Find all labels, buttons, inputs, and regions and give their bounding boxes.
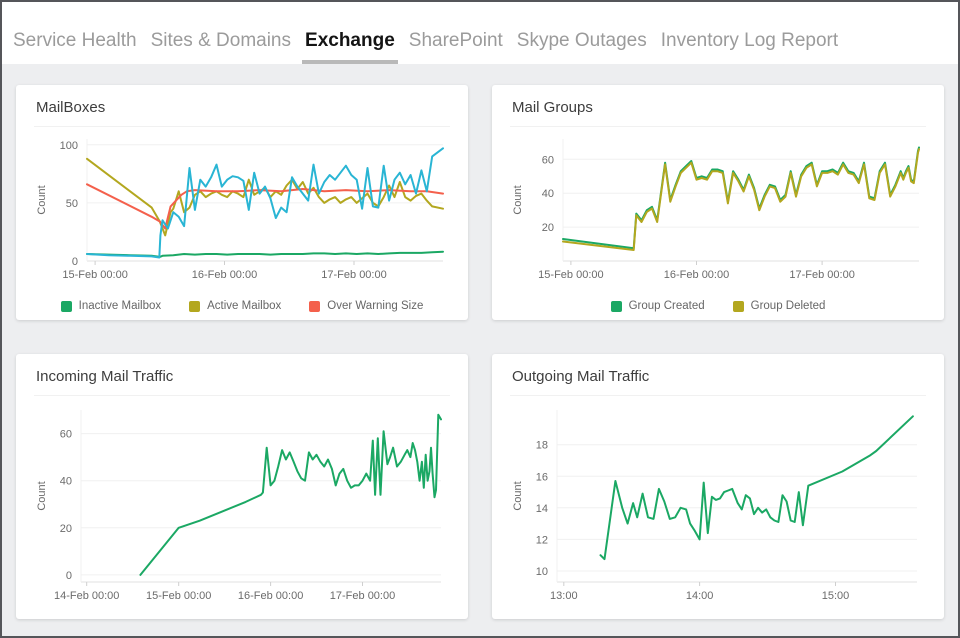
legend-swatch bbox=[610, 300, 622, 312]
chart-card-mail-groups: Mail Groups 20 40 60 15-Feb 00:00 16-Feb 00:… bbox=[492, 85, 944, 320]
chart-card-outgoing-mail-traffic: Outgoing Mail Traffic 10 12 14 16 18 13:00 14:… bbox=[492, 354, 944, 619]
legend-item-group-created[interactable]: Group Created bbox=[610, 300, 705, 312]
svg-text:17-Feb 00:00: 17-Feb 00:00 bbox=[330, 590, 395, 602]
line-chart[interactable]: 20 40 60 15-Feb 00:00 16-Feb 00:00 17-Feb 00:… bbox=[510, 131, 924, 287]
svg-text:17-Feb 00:00: 17-Feb 00:00 bbox=[789, 269, 854, 281]
svg-text:60: 60 bbox=[542, 154, 554, 166]
legend-swatch bbox=[309, 300, 321, 312]
chart-legend: Group Created Group Deleted bbox=[510, 300, 926, 312]
svg-text:12: 12 bbox=[536, 534, 548, 546]
svg-text:Count: Count bbox=[36, 481, 48, 510]
legend-label: Active Mailbox bbox=[207, 300, 282, 312]
legend-swatch bbox=[60, 300, 72, 312]
legend-label: Group Created bbox=[628, 300, 705, 312]
line-chart[interactable]: 0 50 100 15-Feb 00:00 16-Feb 00:00 17-Feb 00:… bbox=[34, 131, 448, 287]
svg-text:14: 14 bbox=[536, 503, 548, 515]
legend-label: Inactive Mailbox bbox=[78, 300, 162, 312]
svg-text:15-Feb 00:00: 15-Feb 00:00 bbox=[146, 590, 211, 602]
svg-text:18: 18 bbox=[536, 440, 548, 452]
legend-swatch bbox=[189, 300, 201, 312]
svg-text:14:00: 14:00 bbox=[686, 590, 714, 602]
svg-text:16-Feb 00:00: 16-Feb 00:00 bbox=[238, 590, 303, 602]
svg-text:50: 50 bbox=[66, 198, 78, 210]
svg-text:Count: Count bbox=[512, 185, 524, 214]
chart-title: MailBoxes bbox=[34, 97, 450, 127]
svg-text:15-Feb 00:00: 15-Feb 00:00 bbox=[538, 269, 603, 281]
svg-text:40: 40 bbox=[60, 476, 72, 488]
svg-text:13:00: 13:00 bbox=[550, 590, 578, 602]
svg-text:0: 0 bbox=[72, 256, 78, 268]
line-chart[interactable]: 0 20 40 60 14-Feb 00:00 15-Feb 00:00 16-Feb 00… bbox=[34, 400, 448, 612]
tab-skype-outages[interactable]: Skype Outages bbox=[516, 30, 647, 51]
svg-text:16-Feb 00:00: 16-Feb 00:00 bbox=[192, 269, 257, 281]
legend-item-active-mailbox[interactable]: Active Mailbox bbox=[189, 300, 281, 312]
svg-text:14-Feb 00:00: 14-Feb 00:00 bbox=[54, 590, 119, 602]
chart-card-mailboxes: MailBoxes 0 50 100 15-Feb 00:00 16-Feb 00:00… bbox=[16, 85, 468, 320]
tab-sharepoint[interactable]: SharePoint bbox=[408, 30, 503, 51]
svg-text:17-Feb 00:00: 17-Feb 00:00 bbox=[321, 269, 386, 281]
chart-card-incoming-mail-traffic: Incoming Mail Traffic 0 20 40 60 14-Feb 00:0… bbox=[16, 354, 468, 619]
chart-title: Mail Groups bbox=[510, 97, 926, 127]
svg-text:Count: Count bbox=[36, 185, 48, 214]
legend-item-inactive-mailbox[interactable]: Inactive Mailbox bbox=[60, 300, 162, 312]
legend-swatch bbox=[732, 300, 744, 312]
svg-text:100: 100 bbox=[60, 140, 78, 152]
svg-text:40: 40 bbox=[542, 188, 554, 200]
tab-bar: Service Health Sites & Domains Exchange Sha… bbox=[2, 2, 958, 64]
svg-text:15:00: 15:00 bbox=[822, 590, 850, 602]
svg-text:Count: Count bbox=[512, 481, 524, 510]
tab-service-health[interactable]: Service Health bbox=[13, 30, 137, 51]
svg-text:16-Feb 00:00: 16-Feb 00:00 bbox=[664, 269, 729, 281]
svg-text:0: 0 bbox=[66, 570, 72, 582]
svg-text:15-Feb 00:00: 15-Feb 00:00 bbox=[62, 269, 127, 281]
chart-plot-area[interactable]: 10 12 14 16 18 13:00 14:00 15:00 Count bbox=[510, 400, 926, 617]
chart-plot-area[interactable]: 20 40 60 15-Feb 00:00 16-Feb 00:00 17-Feb 00:… bbox=[510, 131, 926, 292]
legend-label: Group Deleted bbox=[750, 300, 826, 312]
svg-text:20: 20 bbox=[542, 222, 554, 234]
chart-title: Outgoing Mail Traffic bbox=[510, 366, 926, 396]
svg-text:16: 16 bbox=[536, 471, 548, 483]
svg-text:60: 60 bbox=[60, 429, 72, 441]
chart-legend: Inactive Mailbox Active Mailbox Over Warni… bbox=[34, 300, 450, 312]
tab-inventory-log-report[interactable]: Inventory Log Report bbox=[660, 30, 839, 51]
chart-plot-area[interactable]: 0 20 40 60 14-Feb 00:00 15-Feb 00:00 16-Feb 00… bbox=[34, 400, 450, 617]
chart-title: Incoming Mail Traffic bbox=[34, 366, 450, 396]
legend-item-group-deleted[interactable]: Group Deleted bbox=[732, 300, 826, 312]
chart-plot-area[interactable]: 0 50 100 15-Feb 00:00 16-Feb 00:00 17-Feb 00:… bbox=[34, 131, 450, 292]
legend-item-over-warning-size[interactable]: Over Warning Size bbox=[309, 300, 423, 312]
svg-text:20: 20 bbox=[60, 523, 72, 535]
tab-sites-domains[interactable]: Sites & Domains bbox=[150, 30, 292, 51]
dashboard-content: MailBoxes 0 50 100 15-Feb 00:00 16-Feb 00:00… bbox=[2, 64, 958, 636]
tab-exchange[interactable]: Exchange bbox=[302, 30, 398, 64]
line-chart[interactable]: 10 12 14 16 18 13:00 14:00 15:00 Count bbox=[510, 400, 924, 612]
svg-text:10: 10 bbox=[536, 566, 548, 578]
legend-label: Over Warning Size bbox=[327, 300, 424, 312]
